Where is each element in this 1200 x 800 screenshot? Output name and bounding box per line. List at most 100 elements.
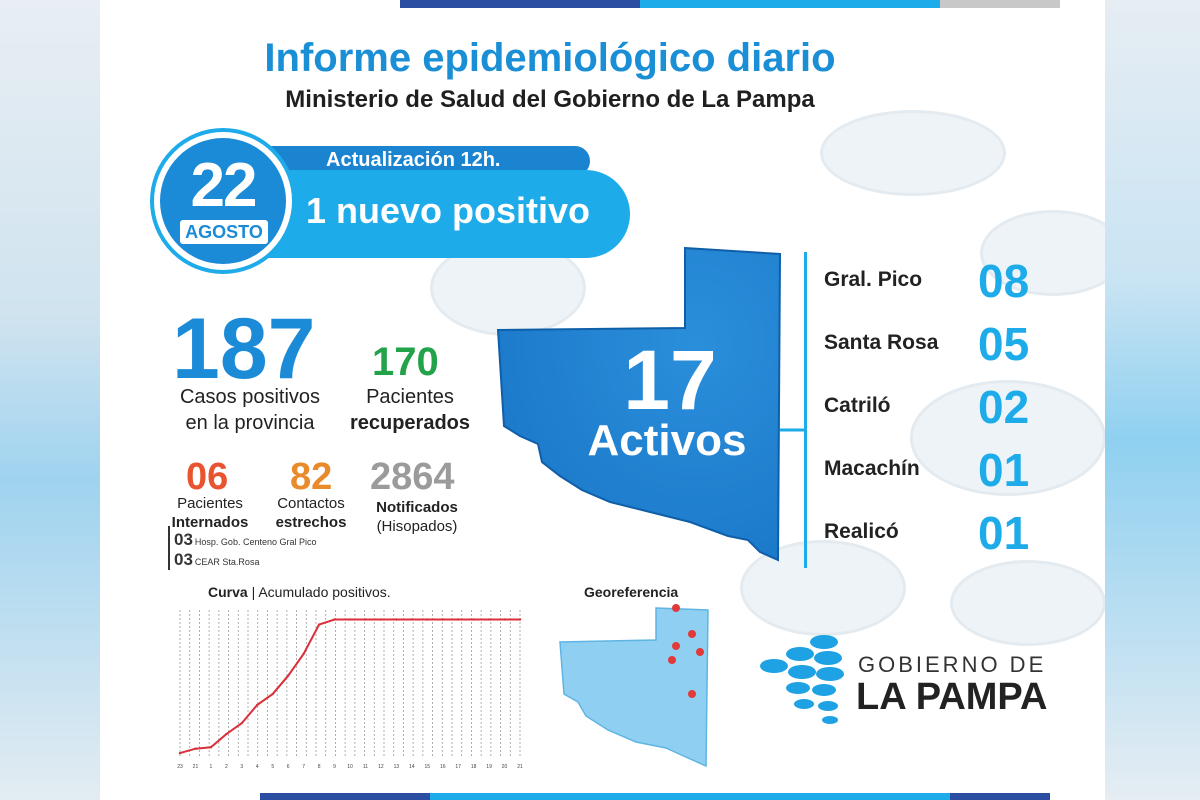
x-tick-label: 3 — [240, 764, 243, 770]
recovered-count: 170 — [372, 340, 439, 384]
x-tick-label: 2 — [225, 764, 228, 770]
town-count: 01 — [978, 507, 1030, 559]
recovered-label-line2: recuperados — [349, 412, 471, 434]
update-label: Actualización 12h. — [326, 149, 501, 171]
hospitalized-label: Pacientes Internados — [160, 494, 260, 532]
x-tick-label: 20 — [502, 764, 508, 770]
curve-point — [426, 618, 429, 621]
top-accent-bar — [640, 0, 940, 8]
x-tick-label: 7 — [302, 764, 305, 770]
background-disc — [910, 380, 1105, 496]
active-label: Activos — [587, 416, 747, 465]
x-tick-label: 14 — [409, 764, 415, 770]
curve-title: Curva | Acumulado positivos. — [208, 584, 391, 600]
hospitals-list — [168, 526, 330, 570]
curve-point — [333, 618, 336, 621]
province-shape — [496, 246, 782, 562]
x-tick-label: 21 — [193, 764, 199, 770]
notified-label-line1: Notificados — [376, 499, 458, 516]
georef-title: Georeferencia — [584, 584, 679, 600]
curve-chart: 23 21 1 2 3 4 5 6 7 8 9 10 11 12 13 14 15 16 17 18 19 20 21 — [177, 610, 523, 770]
georef-province-shape — [559, 607, 709, 768]
case-dot — [672, 604, 680, 612]
background-right-blur — [1105, 0, 1200, 800]
curve-point — [194, 747, 197, 750]
curve-point — [456, 618, 460, 621]
town-name: Gral. Pico — [824, 268, 923, 291]
curve-title-rest: | Acumulado positivos. — [247, 584, 391, 600]
province-map — [496, 246, 782, 562]
recovered-label-line1: Pacientes — [366, 386, 454, 408]
x-tick-label: 11 — [363, 764, 368, 770]
top-accent-bar — [400, 0, 640, 8]
logo-text-top: GOBIERNO DE — [858, 652, 1047, 677]
contacts-label: Contactos estrechos — [266, 494, 356, 532]
towns-bracket — [804, 252, 813, 568]
date-day: 22 — [190, 151, 258, 220]
x-tick-label: 19 — [486, 764, 492, 770]
top-accent-bar — [940, 0, 1060, 8]
notified-label-line2: (Hisopados) — [376, 518, 458, 535]
background-disc — [950, 560, 1105, 646]
x-tick-label: 9 — [333, 764, 336, 770]
x-tick-label: 12 — [378, 764, 384, 770]
case-dot — [668, 656, 676, 664]
positives-label-line2: en la provincia — [185, 412, 315, 434]
town-name: Santa Rosa — [824, 331, 939, 354]
x-tick-label: 18 — [471, 764, 477, 770]
positives-count: 187 — [172, 301, 316, 397]
case-dot — [696, 648, 704, 656]
bracket-connector — [780, 428, 806, 432]
hospitalized-label-line1: Pacientes — [177, 495, 243, 512]
hospitalized-count: 06 — [186, 456, 229, 498]
hospital-count: 03 — [174, 550, 193, 569]
contacts-count: 82 — [290, 456, 333, 498]
contacts-label-line1: Contactos — [277, 495, 345, 512]
town-name: Catriló — [824, 394, 891, 417]
hospital-count: 03 — [174, 530, 193, 549]
notified-count: 2864 — [370, 456, 455, 498]
curve-point — [503, 618, 506, 621]
curve-line — [179, 618, 520, 755]
bottom-accent-bar — [950, 793, 1050, 800]
hospitalized-label-line2: Internados — [171, 514, 249, 531]
background-disc — [980, 210, 1105, 296]
town-count: 02 — [978, 381, 1030, 433]
curve-point — [348, 618, 352, 621]
curve-point — [256, 703, 259, 707]
georef-map — [559, 604, 709, 768]
curve-title-bold: Curva — [208, 584, 248, 600]
positives-label: Casos positivos en la provincia — [160, 384, 340, 436]
hospital-row: 03 CEAR Sta.Rosa — [174, 550, 259, 570]
curve-point — [209, 746, 213, 749]
contacts-label-line2: estrechos — [275, 514, 347, 531]
town-count: 05 — [978, 318, 1030, 370]
x-tick-label: 21 — [517, 764, 523, 770]
x-tick-label: 16 — [440, 764, 446, 770]
logo-text-bottom: LA PAMPA — [856, 676, 1048, 718]
curve-point — [302, 652, 305, 655]
notified-label: Notificados (Hisopados) — [362, 498, 472, 536]
case-dot — [688, 690, 696, 698]
town-name: Realicó — [824, 520, 899, 543]
headline-text: 1 nuevo positivo — [306, 190, 591, 231]
x-tick-label: 13 — [394, 764, 400, 770]
curve-point — [518, 618, 522, 621]
curve-point — [225, 732, 228, 736]
x-tick-label: 15 — [424, 764, 430, 770]
background-left-blur — [0, 0, 100, 800]
curve-point — [240, 721, 244, 725]
town-count: 08 — [978, 255, 1030, 307]
bottom-accent-bar — [260, 793, 430, 800]
x-tick-label: 5 — [271, 764, 274, 770]
curve-point — [364, 618, 367, 621]
gobierno-logo-icon — [760, 635, 844, 724]
x-tick-label: 17 — [455, 764, 461, 770]
case-dot — [672, 642, 680, 650]
x-tick-label: 10 — [347, 764, 353, 770]
report-title: Informe epidemiológico diario — [264, 36, 836, 80]
curve-point — [410, 618, 414, 621]
positives-label-line1: Casos positivos — [179, 386, 321, 408]
curve-point — [379, 618, 383, 621]
x-tick-label: 4 — [256, 764, 259, 770]
